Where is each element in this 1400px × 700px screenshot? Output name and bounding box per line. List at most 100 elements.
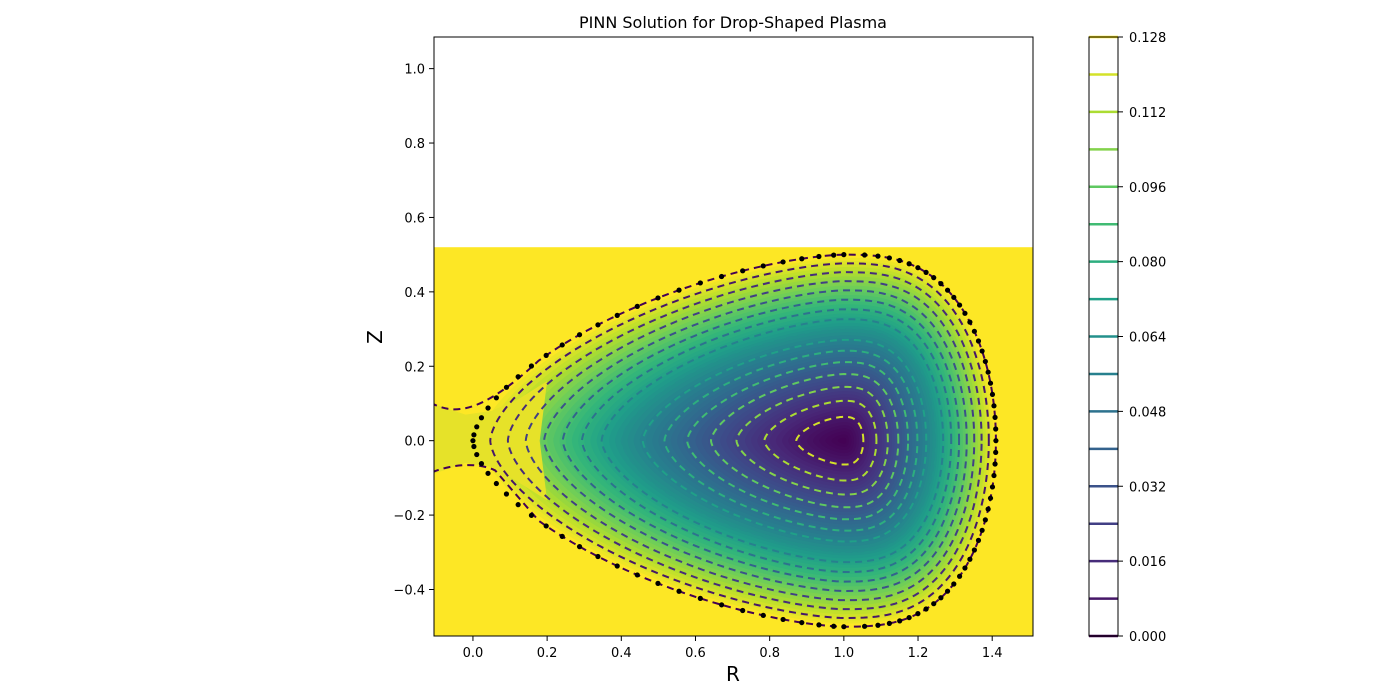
- boundary-point: [987, 380, 994, 386]
- boundary-point: [831, 623, 837, 629]
- boundary-point: [956, 302, 963, 308]
- boundary-point: [987, 495, 994, 501]
- boundary-point: [634, 572, 640, 578]
- colorbar-tick-label: 0.064: [1129, 331, 1166, 346]
- boundary-point: [780, 616, 786, 623]
- boundary-point: [979, 348, 985, 354]
- boundary-point: [923, 269, 929, 275]
- contour-line: [506, 271, 983, 611]
- boundary-point: [485, 405, 491, 411]
- contour-line: [489, 262, 990, 620]
- colorbar-tick-label: 0.096: [1129, 181, 1166, 196]
- boundary-point: [993, 438, 999, 444]
- boundary-point: [841, 252, 847, 258]
- contour-line: [710, 373, 900, 509]
- boundary-point: [915, 611, 921, 617]
- boundary-point: [897, 257, 903, 264]
- boundary-point: [676, 588, 682, 594]
- boundary-point: [543, 352, 549, 358]
- y-axis-label: Z: [363, 330, 387, 344]
- boundary-point: [861, 623, 868, 629]
- colorbar-tick-label: 0.048: [1129, 405, 1166, 420]
- colorbar-tick-label: 0.128: [1129, 31, 1166, 46]
- boundary-point: [528, 363, 535, 369]
- boundary-point: [470, 438, 476, 444]
- boundary-point: [576, 544, 583, 550]
- boundary-point: [740, 268, 746, 274]
- y-tick-label: 0.6: [404, 211, 425, 226]
- boundary-point: [719, 273, 725, 280]
- contour-line: [735, 385, 889, 496]
- chart-title: PINN Solution for Drop-Shaped Plasma: [579, 13, 887, 32]
- x-tick-label: 1.4: [982, 646, 1003, 661]
- boundary-point: [478, 461, 485, 467]
- boundary-point: [906, 261, 912, 267]
- boundary-point: [962, 310, 968, 316]
- boundary-point: [992, 414, 998, 420]
- boundary-point: [967, 319, 973, 325]
- colorbar-tick-label: 0.112: [1129, 106, 1166, 121]
- y-tick-label: 0.8: [404, 137, 425, 152]
- colorbar-tick-label: 0.000: [1129, 630, 1166, 645]
- boundary-point: [967, 556, 973, 562]
- boundary-point: [471, 443, 477, 450]
- boundary-point: [719, 602, 725, 608]
- boundary-point: [595, 553, 601, 560]
- colorbar-tick-label: 0.032: [1129, 480, 1166, 495]
- boundary-point: [614, 312, 620, 318]
- boundary-point: [780, 259, 786, 265]
- boundary-point: [655, 580, 661, 587]
- boundary-point: [951, 294, 957, 300]
- boundary-point: [799, 619, 805, 626]
- boundary-point: [989, 391, 996, 398]
- boundary-point: [831, 252, 837, 258]
- heatmap-band: [837, 437, 847, 444]
- boundary-point: [493, 480, 499, 487]
- boundary-point: [799, 256, 805, 262]
- boundary-point: [931, 275, 937, 281]
- boundary-point: [474, 451, 480, 458]
- boundary-point: [944, 287, 951, 293]
- boundary-point: [993, 426, 999, 432]
- boundary-point: [975, 338, 982, 344]
- boundary-point: [975, 537, 982, 543]
- boundary-point: [655, 295, 661, 301]
- boundary-point: [875, 622, 881, 628]
- colorbar: 0.000 0.016 0.032 0.048 0.064 0.080 0.096 0.112…: [1088, 31, 1166, 645]
- boundary-point: [697, 280, 703, 286]
- boundary-point: [944, 588, 951, 594]
- contour-line: [795, 415, 865, 466]
- contour-line: [686, 361, 910, 521]
- boundary-point: [576, 332, 583, 338]
- y-tick-label: 0.4: [404, 286, 425, 301]
- y-tick-label: 0.0: [404, 435, 425, 450]
- boundary-point: [614, 563, 620, 569]
- boundary-point: [938, 595, 944, 601]
- boundary-point: [528, 512, 535, 518]
- x-axis-label: R: [726, 662, 740, 686]
- boundary-point: [485, 470, 491, 476]
- colorbar-tick-label: 0.016: [1129, 555, 1166, 570]
- x-tick-label: 0.0: [463, 646, 484, 661]
- boundary-point: [515, 374, 521, 380]
- x-tick-label: 0.6: [685, 646, 706, 661]
- boundary-point: [931, 601, 937, 607]
- boundary-point: [971, 328, 977, 334]
- boundary-point: [760, 612, 766, 618]
- boundary-point: [906, 614, 912, 621]
- boundary-point: [559, 342, 565, 348]
- boundary-point: [962, 565, 968, 571]
- boundary-point: [474, 424, 480, 430]
- boundary-point: [923, 606, 929, 612]
- boundary-point: [861, 252, 868, 258]
- boundary-point: [595, 322, 601, 328]
- boundary-point: [634, 303, 640, 309]
- contour-line: [641, 338, 928, 543]
- contour-line: [543, 289, 968, 593]
- boundary-point: [982, 517, 988, 523]
- contour-line: [763, 399, 878, 482]
- boundary-point: [493, 395, 499, 401]
- boundary-point: [971, 547, 977, 553]
- contour-line: [580, 308, 953, 574]
